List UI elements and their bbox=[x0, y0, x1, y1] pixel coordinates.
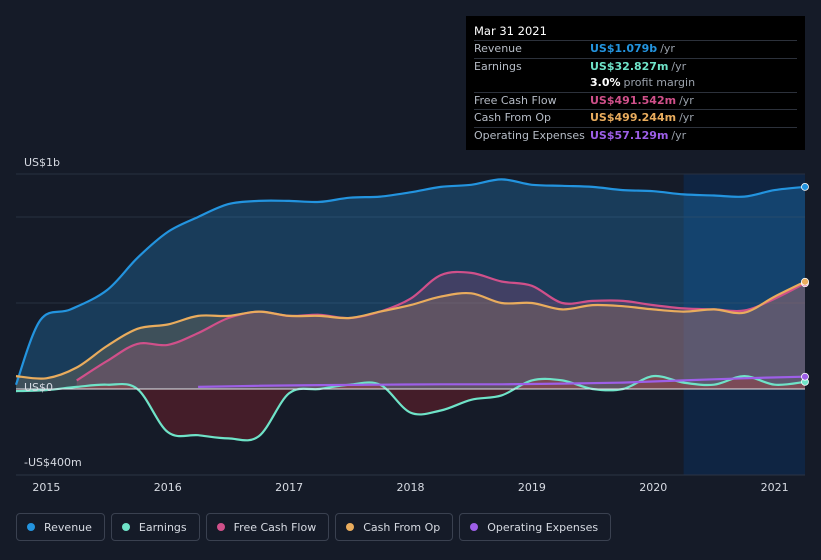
tooltip-row-value: 3.0% bbox=[590, 76, 621, 90]
x-tick-label: 2016 bbox=[154, 481, 182, 494]
x-tick-label: 2019 bbox=[518, 481, 546, 494]
legend-label: Revenue bbox=[44, 520, 92, 534]
area-cash-from-op bbox=[16, 281, 805, 389]
area-revenue bbox=[16, 179, 805, 389]
tooltip-row-label bbox=[474, 75, 590, 92]
tooltip-row: Free Cash Flow US$491.542m/yr bbox=[474, 91, 797, 110]
legend-dot-icon bbox=[470, 523, 479, 531]
tooltip-row-value: US$32.827m bbox=[590, 59, 669, 73]
tooltip-row-value: US$57.129m bbox=[590, 128, 669, 142]
chart-legend: Revenue Earnings Free Cash Flow Cash From O… bbox=[16, 513, 612, 543]
y-axis-labels: US$1b US$0 -US$400m bbox=[24, 156, 82, 469]
end-point-cash-from-op bbox=[801, 277, 809, 286]
highlight-band bbox=[683, 174, 805, 475]
tooltip-row: Cash From Op US$499.244m/yr bbox=[474, 109, 797, 127]
tooltip-row-unit: /yr bbox=[671, 128, 687, 142]
series-line-operating-expenses bbox=[198, 375, 806, 388]
x-tick-label: 2018 bbox=[397, 481, 425, 494]
legend-item-revenue[interactable]: Revenue bbox=[16, 513, 105, 541]
grid-lines bbox=[16, 173, 805, 476]
end-dots bbox=[801, 182, 809, 386]
legend-label: Operating Expenses bbox=[487, 520, 599, 534]
x-tick-label: 2021 bbox=[761, 481, 789, 494]
legend-label: Free Cash Flow bbox=[233, 520, 317, 534]
series-line-cash-from-op bbox=[15, 280, 806, 380]
tooltip-row: Revenue US$1.079b/yr bbox=[474, 40, 797, 58]
x-tick-label: 2020 bbox=[639, 481, 667, 494]
y-tick-label: US$1b bbox=[24, 156, 60, 169]
legend-label: Earnings bbox=[138, 520, 187, 534]
tooltip-row-value: US$499.244m bbox=[590, 111, 677, 125]
series-line-revenue bbox=[14, 178, 806, 386]
end-point-revenue bbox=[801, 182, 809, 191]
legend-dot-icon bbox=[216, 523, 225, 531]
tooltip-row-unit: /yr bbox=[671, 59, 687, 73]
area-earnings-negative bbox=[16, 375, 805, 441]
tooltip-row-label: Earnings bbox=[474, 59, 522, 73]
tooltip-row-label: Revenue bbox=[474, 42, 522, 55]
tooltip-row-unit: profit margin bbox=[623, 76, 696, 90]
tooltip-rows: Revenue US$1.079b/yr Earnings US$32.827m/yr… bbox=[474, 40, 797, 145]
tooltip-row: Earnings US$32.827m/yr bbox=[474, 57, 797, 76]
tooltip-row-label: Cash From Op bbox=[474, 111, 552, 125]
legend-dot-icon bbox=[121, 523, 130, 531]
legend-item-operating-expenses[interactable]: Operating Expenses bbox=[459, 513, 612, 541]
tooltip-date: Mar 31 2021 bbox=[474, 24, 547, 38]
series-line-free-cash-flow bbox=[76, 270, 806, 382]
tooltip-row: Operating Expenses US$57.129m/yr bbox=[474, 126, 797, 145]
tooltip-row-unit: /yr bbox=[660, 42, 675, 55]
x-axis-labels: 2015 2016 2017 2018 2019 2020 2021 bbox=[32, 481, 788, 494]
end-point-operating-expenses bbox=[801, 372, 809, 381]
x-tick-label: 2017 bbox=[275, 481, 303, 494]
tooltip-row-value: US$491.542m bbox=[590, 93, 677, 107]
legend-dot-icon bbox=[346, 523, 355, 531]
legend-dot-icon bbox=[27, 523, 35, 531]
tooltip-row-value: US$1.079b bbox=[590, 42, 658, 55]
tooltip-row-unit: /yr bbox=[679, 93, 694, 107]
y-tick-label: US$0 bbox=[24, 381, 53, 394]
tooltip-row-label: Free Cash Flow bbox=[474, 93, 557, 107]
legend-label: Cash From Op bbox=[363, 520, 441, 534]
tooltip-row: 3.0% profit margin bbox=[474, 75, 797, 92]
legend-item-earnings[interactable]: Earnings bbox=[110, 513, 200, 541]
tooltip-row-unit: /yr bbox=[679, 111, 694, 125]
x-tick-label: 2015 bbox=[32, 481, 60, 494]
line-layer bbox=[14, 178, 806, 442]
tooltip-row-label: Operating Expenses bbox=[474, 128, 585, 142]
legend-item-cash-from-op[interactable]: Cash From Op bbox=[335, 513, 454, 541]
y-tick-label: -US$400m bbox=[24, 456, 82, 469]
data-tooltip: Mar 31 2021 Revenue US$1.079b/yr Earnings U… bbox=[466, 16, 805, 150]
legend-item-free-cash-flow[interactable]: Free Cash Flow bbox=[205, 513, 330, 541]
